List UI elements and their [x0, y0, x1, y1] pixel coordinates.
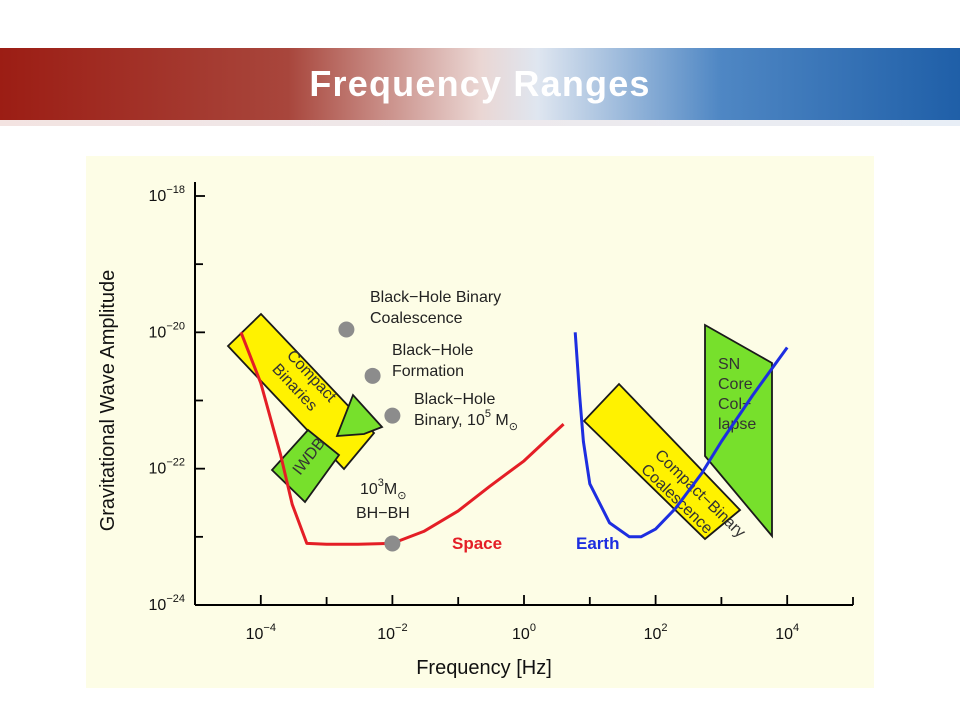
- region-label-line: SN: [718, 356, 740, 373]
- region-compact-binary-coalescence: [582, 382, 742, 541]
- x-tick-label: 104: [775, 622, 799, 643]
- source-label-line: Binary, 105 M⊙: [414, 408, 518, 433]
- series-earth-label: Earth: [576, 534, 619, 553]
- x-tick-label: 10−4: [246, 622, 276, 643]
- region-label-line: Core: [718, 376, 753, 393]
- y-axis-label: Gravitational Wave Amplitude: [97, 270, 119, 532]
- x-tick-label: 10−2: [377, 622, 407, 643]
- slide-title: Frequency Ranges: [309, 63, 651, 104]
- source-label: 103M⊙ BH−BH: [356, 477, 410, 522]
- x-tick-label: 100: [512, 622, 536, 643]
- source-label-line: 103M⊙: [360, 477, 406, 502]
- series-space-line: [239, 331, 565, 546]
- y-tick-label: 10−18: [149, 184, 185, 205]
- source-label-line: BH−BH: [356, 505, 410, 522]
- region-label-line: lapse: [718, 416, 756, 433]
- source-label: Black−Hole Formation: [392, 342, 473, 380]
- source-dot: [364, 367, 381, 384]
- y-tick-label: 10−22: [149, 457, 185, 478]
- source-label-line: Formation: [392, 363, 464, 380]
- y-tick-label: 10−24: [149, 593, 185, 614]
- gw-frequency-chart: 10−4 10−2 100 102 104 10−18 10−20 10−22 10−24 Fre…: [97, 182, 854, 679]
- region-iwdb-tab: [335, 393, 384, 438]
- source-dot: [338, 321, 355, 338]
- y-tick-label: 10−20: [149, 320, 185, 341]
- source-dot: [384, 535, 401, 552]
- x-tick-label: 102: [644, 622, 668, 643]
- region-sn-core-collapse: [704, 323, 773, 539]
- series-space-label: Space: [452, 534, 502, 553]
- title-banner: [0, 48, 960, 126]
- source-label-line: Black−Hole Binary: [370, 289, 501, 306]
- source-label-line: Black−Hole: [392, 342, 473, 359]
- region-compact-binaries: [226, 312, 376, 471]
- x-axis-label: Frequency [Hz]: [416, 657, 552, 679]
- source-dot: [384, 407, 401, 424]
- source-label: Black−Hole Binary Coalescence: [370, 289, 501, 327]
- source-label-line: Coalescence: [370, 310, 463, 327]
- source-label-line: Black−Hole: [414, 391, 495, 408]
- series-earth-line: [573, 332, 789, 539]
